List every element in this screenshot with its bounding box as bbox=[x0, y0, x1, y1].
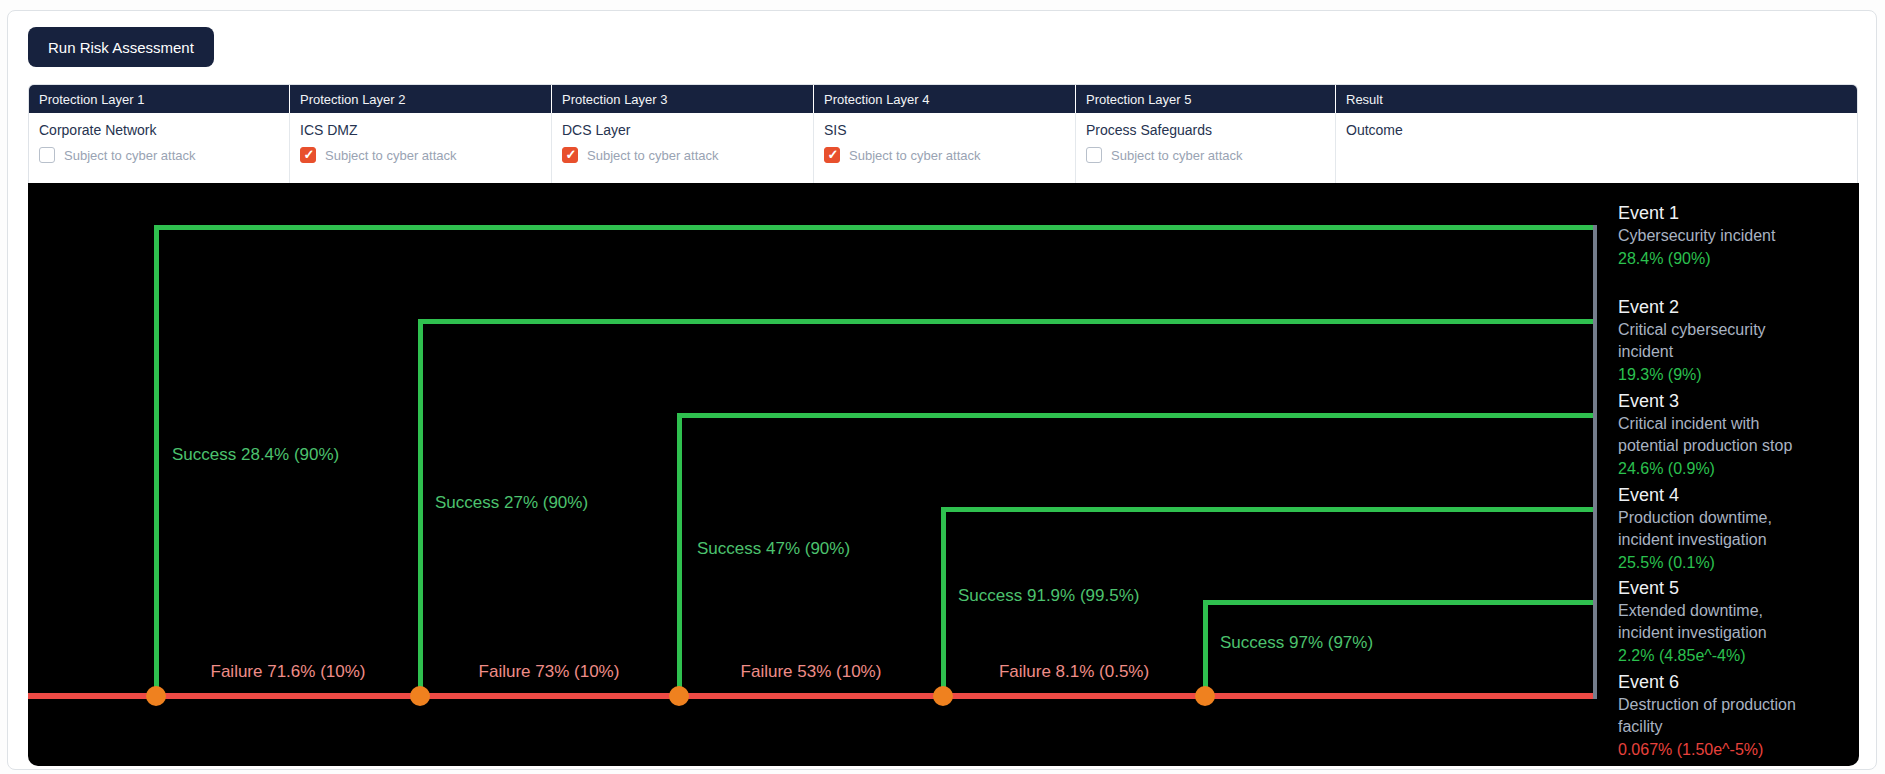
failure-label-4: Failure 8.1% (0.5%) bbox=[999, 662, 1149, 682]
event-title: Event 1 bbox=[1618, 201, 1854, 225]
cell-process-safeguards: Process Safeguards Subject to cyber atta… bbox=[1075, 113, 1335, 183]
branch-3-horizontal-line bbox=[677, 413, 1597, 418]
branch-5-horizontal-line bbox=[1203, 600, 1597, 605]
event-probability: 0.067% (1.50e^-5%) bbox=[1618, 738, 1854, 761]
event-probability: 2.2% (4.85e^-4%) bbox=[1618, 644, 1854, 667]
table-body-row: Corporate Network Subject to cyber attac… bbox=[29, 113, 1857, 183]
branch-5-vertical-line bbox=[1203, 600, 1208, 693]
layer-name: Corporate Network bbox=[39, 122, 279, 138]
layer-name: Outcome bbox=[1346, 122, 1847, 138]
checkbox-icon[interactable] bbox=[562, 147, 578, 163]
checkbox-label: Subject to cyber attack bbox=[849, 148, 981, 163]
chart-right-edge-line bbox=[1593, 225, 1597, 699]
event-description: Extended downtime, incident investigatio… bbox=[1618, 600, 1854, 644]
success-label-1: Success 28.4% (90%) bbox=[172, 445, 339, 465]
success-label-3: Success 47% (90%) bbox=[697, 539, 850, 559]
cell-sis: SIS Subject to cyber attack bbox=[813, 113, 1075, 183]
layer-name: ICS DMZ bbox=[300, 122, 541, 138]
run-risk-assessment-button[interactable]: Run Risk Assessment bbox=[28, 27, 214, 67]
event-description: Critical cybersecurity incident bbox=[1618, 319, 1854, 363]
subject-to-attack-checkbox-row-4[interactable]: Subject to cyber attack bbox=[824, 147, 1065, 163]
event-description: Production downtime, incident investigat… bbox=[1618, 507, 1854, 551]
checkbox-icon[interactable] bbox=[39, 147, 55, 163]
checkbox-icon[interactable] bbox=[824, 147, 840, 163]
branch-1-horizontal-line bbox=[154, 225, 1597, 230]
layer-name: SIS bbox=[824, 122, 1065, 138]
event-description: Cybersecurity incident bbox=[1618, 225, 1854, 247]
branch-2-vertical-line bbox=[418, 319, 423, 693]
header-protection-layer-4: Protection Layer 4 bbox=[813, 85, 1075, 113]
failure-label-1: Failure 71.6% (10%) bbox=[211, 662, 366, 682]
success-label-4: Success 91.9% (99.5%) bbox=[958, 586, 1139, 606]
layer-name: DCS Layer bbox=[562, 122, 803, 138]
table-header-row: Protection Layer 1 Protection Layer 2 Pr… bbox=[29, 85, 1857, 113]
success-label-2: Success 27% (90%) bbox=[435, 493, 588, 513]
checkbox-label: Subject to cyber attack bbox=[587, 148, 719, 163]
cell-corporate-network: Corporate Network Subject to cyber attac… bbox=[29, 113, 289, 183]
event-probability: 25.5% (0.1%) bbox=[1618, 551, 1854, 574]
checkbox-label: Subject to cyber attack bbox=[64, 148, 196, 163]
failure-baseline bbox=[28, 693, 1597, 699]
branch-2-horizontal-line bbox=[418, 319, 1597, 324]
failure-label-2: Failure 73% (10%) bbox=[479, 662, 620, 682]
branch-4-horizontal-line bbox=[941, 507, 1597, 512]
event-4-block: Event 4 Production downtime, incident in… bbox=[1618, 483, 1854, 574]
subject-to-attack-checkbox-row-1[interactable]: Subject to cyber attack bbox=[39, 147, 279, 163]
event-6-block: Event 6 Destruction of production facili… bbox=[1618, 670, 1854, 761]
failure-label-3: Failure 53% (10%) bbox=[741, 662, 882, 682]
node-dot-5 bbox=[1195, 686, 1215, 706]
event-title: Event 2 bbox=[1618, 295, 1854, 319]
event-probability: 28.4% (90%) bbox=[1618, 247, 1854, 270]
header-result: Result bbox=[1335, 85, 1857, 113]
protection-layers-table: Protection Layer 1 Protection Layer 2 Pr… bbox=[28, 84, 1858, 183]
checkbox-icon[interactable] bbox=[1086, 147, 1102, 163]
event-title: Event 3 bbox=[1618, 389, 1854, 413]
branch-4-vertical-line bbox=[941, 507, 946, 693]
checkbox-label: Subject to cyber attack bbox=[1111, 148, 1243, 163]
event-title: Event 6 bbox=[1618, 670, 1854, 694]
branch-3-vertical-line bbox=[677, 413, 682, 693]
cell-outcome: Outcome bbox=[1335, 113, 1857, 183]
checkbox-label: Subject to cyber attack bbox=[325, 148, 457, 163]
event-description: Destruction of production facility bbox=[1618, 694, 1854, 738]
node-dot-1 bbox=[146, 686, 166, 706]
cell-ics-dmz: ICS DMZ Subject to cyber attack bbox=[289, 113, 551, 183]
header-protection-layer-2: Protection Layer 2 bbox=[289, 85, 551, 113]
node-dot-2 bbox=[410, 686, 430, 706]
node-dot-3 bbox=[669, 686, 689, 706]
checkbox-icon[interactable] bbox=[300, 147, 316, 163]
event-title: Event 5 bbox=[1618, 576, 1854, 600]
event-title: Event 4 bbox=[1618, 483, 1854, 507]
page: Run Risk Assessment Protection Layer 1 P… bbox=[0, 0, 1885, 774]
event-tree-chart: Success 28.4% (90%) Success 27% (90%) Su… bbox=[28, 183, 1859, 766]
node-dot-4 bbox=[933, 686, 953, 706]
subject-to-attack-checkbox-row-3[interactable]: Subject to cyber attack bbox=[562, 147, 803, 163]
assessment-card: Run Risk Assessment Protection Layer 1 P… bbox=[7, 10, 1877, 770]
header-protection-layer-1: Protection Layer 1 bbox=[29, 85, 289, 113]
event-5-block: Event 5 Extended downtime, incident inve… bbox=[1618, 576, 1854, 667]
cell-dcs-layer: DCS Layer Subject to cyber attack bbox=[551, 113, 813, 183]
header-protection-layer-5: Protection Layer 5 bbox=[1075, 85, 1335, 113]
event-probability: 24.6% (0.9%) bbox=[1618, 457, 1854, 480]
event-description: Critical incident with potential product… bbox=[1618, 413, 1854, 457]
subject-to-attack-checkbox-row-2[interactable]: Subject to cyber attack bbox=[300, 147, 541, 163]
event-probability: 19.3% (9%) bbox=[1618, 363, 1854, 386]
header-protection-layer-3: Protection Layer 3 bbox=[551, 85, 813, 113]
success-label-5: Success 97% (97%) bbox=[1220, 633, 1373, 653]
branch-1-vertical-line bbox=[154, 225, 159, 693]
event-3-block: Event 3 Critical incident with potential… bbox=[1618, 389, 1854, 480]
subject-to-attack-checkbox-row-5[interactable]: Subject to cyber attack bbox=[1086, 147, 1325, 163]
layer-name: Process Safeguards bbox=[1086, 122, 1325, 138]
event-2-block: Event 2 Critical cybersecurity incident … bbox=[1618, 295, 1854, 386]
event-1-block: Event 1 Cybersecurity incident 28.4% (90… bbox=[1618, 201, 1854, 270]
